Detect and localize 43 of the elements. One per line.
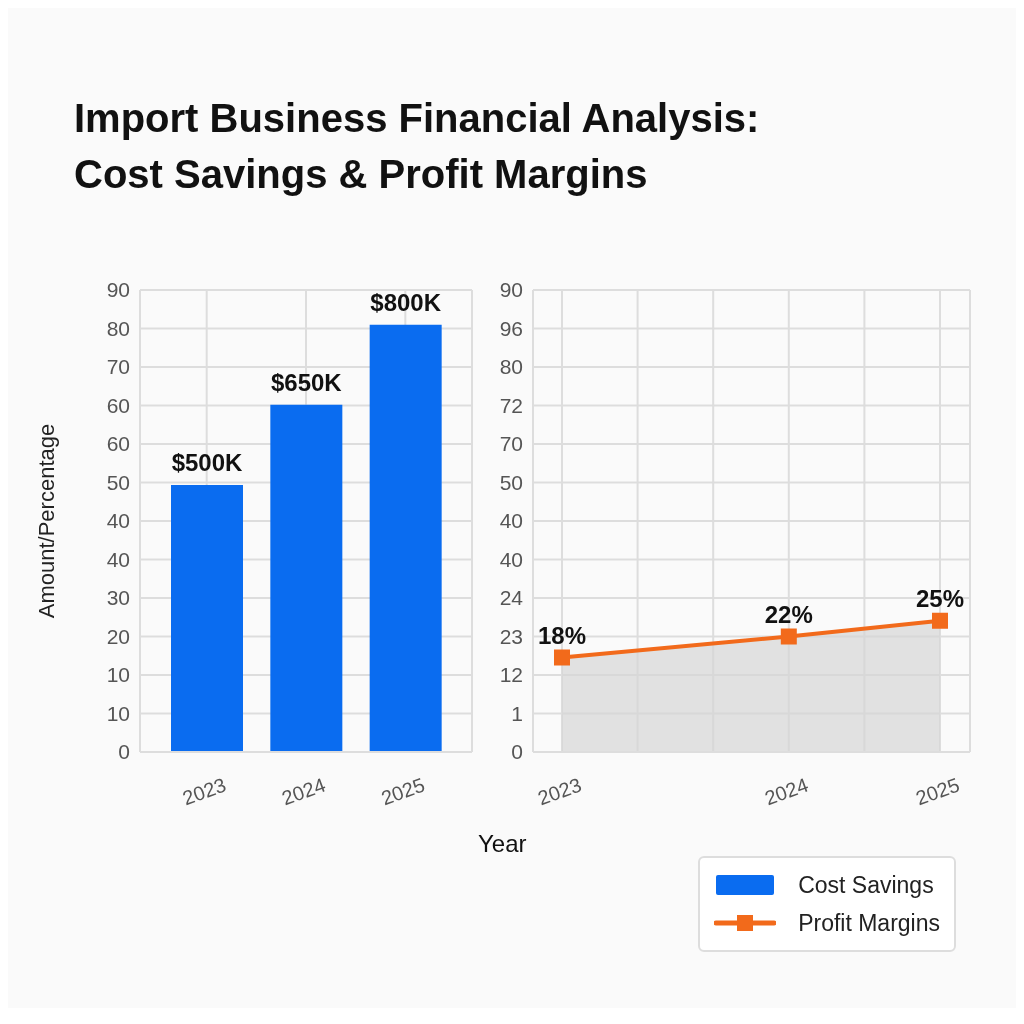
data-label: 18%	[537, 621, 587, 649]
x-tick-label: 2023	[534, 773, 585, 810]
text: 0	[118, 739, 130, 765]
text: 40	[499, 508, 523, 534]
x-tick-label: 2025	[912, 773, 963, 810]
text: 50	[106, 469, 130, 496]
y-axis-title: Amount/Percentage	[33, 423, 59, 619]
legend-label: Profit Margins	[798, 909, 940, 937]
text: 30	[106, 585, 130, 611]
text: 80	[106, 315, 130, 342]
x-tick-label: 2023	[179, 773, 229, 810]
chart-title: Import Business Financial Analysis: Cost Savings & Profit Margins	[74, 95, 761, 198]
x-axis-title: Year	[478, 830, 527, 858]
text: 70	[106, 354, 130, 380]
text: 40	[499, 546, 523, 573]
text: 80	[499, 354, 523, 380]
text: 24	[499, 585, 523, 611]
text: 40	[106, 546, 130, 573]
text: 96	[499, 315, 523, 342]
text: 90	[499, 277, 523, 303]
text: 10	[106, 700, 130, 727]
text: 10	[106, 662, 130, 688]
data-label: $800K	[370, 288, 442, 316]
data-label: $650K	[270, 368, 343, 396]
x-tick-label: 2025	[378, 773, 428, 810]
text: 50	[499, 469, 523, 496]
text: 20	[106, 623, 130, 650]
x-tick-label: 2024	[278, 773, 329, 810]
legend-label: Cost Savings	[798, 871, 934, 899]
text: 60	[106, 392, 130, 419]
text: 1	[511, 700, 523, 727]
text: 0	[511, 739, 523, 765]
text: 70	[499, 431, 523, 457]
text: 23	[499, 623, 523, 650]
text: 72	[499, 392, 523, 419]
text: 90	[106, 277, 130, 303]
text: 60	[106, 431, 130, 457]
x-tick-label: 2024	[761, 773, 812, 810]
data-label: $500K	[171, 448, 244, 476]
text: 12	[499, 662, 523, 688]
text: 40	[106, 508, 130, 534]
data-label: 25%	[915, 584, 965, 612]
data-label: 22%	[764, 600, 813, 628]
